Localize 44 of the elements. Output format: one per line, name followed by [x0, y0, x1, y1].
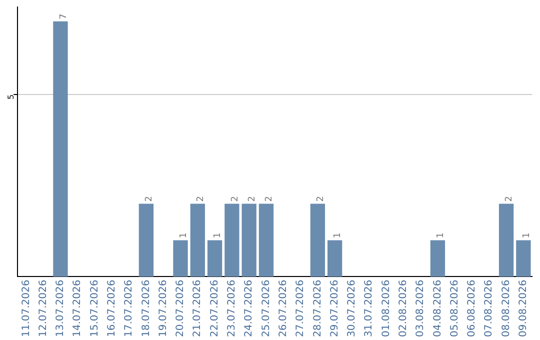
- x-tick-label: 18.07.2026: [140, 280, 152, 338]
- data-label: 1: [436, 232, 446, 238]
- x-tick-label: 06.08.2026: [466, 280, 478, 338]
- data-label: 2: [230, 196, 240, 202]
- data-label: 2: [264, 196, 275, 202]
- x-tick-label: 01.08.2026: [380, 280, 392, 338]
- x-tick-label: 30.07.2026: [346, 280, 358, 338]
- x-tick-label: 07.08.2026: [484, 280, 495, 338]
- x-tick-label: 23.07.2026: [226, 280, 238, 338]
- x-tick-label: 03.08.2026: [415, 280, 426, 338]
- data-label: 1: [333, 232, 344, 238]
- x-tick-label: 13.07.2026: [55, 280, 66, 338]
- x-tick-label: 29.07.2026: [329, 280, 340, 338]
- x-tick-label: 22.07.2026: [209, 280, 220, 338]
- data-label: 1: [522, 232, 532, 238]
- data-label: 2: [316, 196, 326, 202]
- x-tick-label: 15.07.2026: [89, 280, 100, 338]
- x-tick-label: 05.08.2026: [449, 280, 460, 338]
- x-tick-label: 20.07.2026: [175, 280, 186, 338]
- data-label: 7: [58, 14, 69, 20]
- x-tick-label: 02.08.2026: [398, 280, 409, 338]
- y-tick-label: 5: [6, 94, 16, 100]
- x-tick-label: 08.08.2026: [500, 280, 512, 338]
- data-label: 1: [213, 232, 224, 238]
- x-tick-label: 19.07.2026: [158, 280, 169, 338]
- x-tick-label: 28.07.2026: [312, 280, 324, 338]
- x-tick-label: 26.07.2026: [278, 280, 289, 338]
- x-tick-label: 11.07.2026: [20, 280, 32, 338]
- x-tick-label: 31.07.2026: [364, 280, 375, 338]
- data-label: 2: [247, 196, 258, 202]
- x-tick-label: 17.07.2026: [124, 280, 135, 338]
- x-tick-label: 25.07.2026: [260, 280, 272, 338]
- x-tick-label: 14.07.2026: [72, 280, 84, 338]
- data-label: 2: [144, 196, 155, 202]
- data-label: 2: [196, 196, 206, 202]
- x-tick-label: 21.07.2026: [192, 280, 204, 338]
- x-tick-label: 09.08.2026: [518, 280, 530, 338]
- x-tick-label: 16.07.2026: [106, 280, 118, 338]
- x-tick-label: 27.07.2026: [295, 280, 306, 338]
- x-tick-label: 04.08.2026: [432, 280, 444, 338]
- x-tick-label: 12.07.2026: [38, 280, 49, 338]
- data-label: 1: [178, 232, 189, 238]
- x-tick-label: 24.07.2026: [244, 280, 255, 338]
- data-label: 2: [504, 196, 515, 202]
